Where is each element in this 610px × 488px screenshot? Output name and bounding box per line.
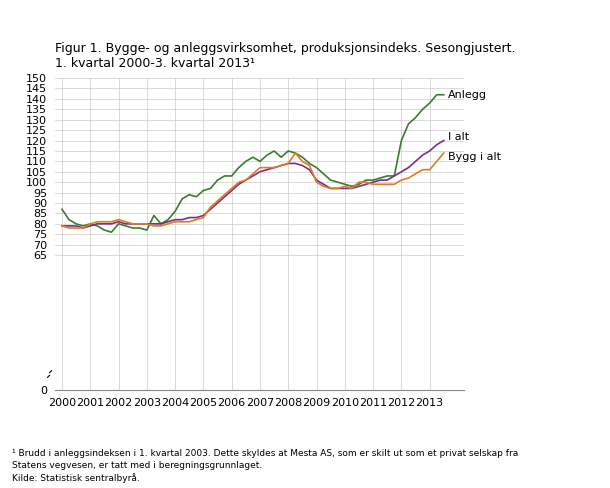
Text: Anlegg: Anlegg (448, 90, 487, 100)
Text: Bygg i alt: Bygg i alt (448, 152, 501, 162)
Text: I alt: I alt (448, 132, 469, 142)
Text: Figur 1. Bygge- og anleggsvirksomhet, produksjonsindeks. Sesongjustert.
1. kvart: Figur 1. Bygge- og anleggsvirksomhet, pr… (55, 42, 515, 70)
Text: ¹ Brudd i anleggsindeksen i 1. kvartal 2003. Dette skyldes at Mesta AS, som er s: ¹ Brudd i anleggsindeksen i 1. kvartal 2… (12, 449, 518, 483)
